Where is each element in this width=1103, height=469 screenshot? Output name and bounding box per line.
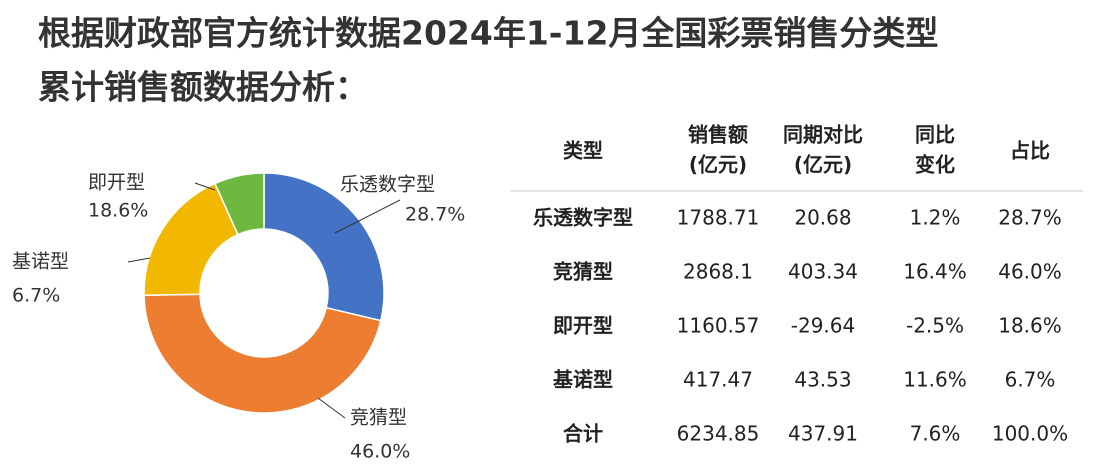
- slice-label: 即开型: [88, 172, 145, 194]
- row-label: 竞猜型: [553, 260, 613, 284]
- table-header: 变化: [915, 153, 955, 177]
- leader-line: [127, 257, 151, 263]
- slice-value-label: 18.6%: [88, 200, 148, 222]
- table-cell: 43.53: [794, 368, 851, 392]
- table-cell: 1.2%: [910, 206, 961, 230]
- table-header: (亿元): [794, 153, 852, 177]
- table-cell: 16.4%: [903, 260, 967, 284]
- slice-value-label: 6.7%: [12, 285, 60, 307]
- table-cell: 28.7%: [998, 206, 1062, 230]
- slice-label: 乐透数字型: [340, 174, 435, 196]
- pie-slice: [263, 172, 385, 322]
- slice-label: 竞猜型: [350, 407, 407, 429]
- table-header: 占比: [1010, 139, 1050, 163]
- row-label: 即开型: [553, 314, 613, 338]
- table-cell: 46.0%: [998, 260, 1062, 284]
- leader-line: [334, 199, 401, 234]
- table-cell: 6.7%: [1005, 368, 1056, 392]
- table-cell: -29.64: [791, 314, 855, 338]
- table-cell: 2868.1: [683, 260, 753, 284]
- pie-slice: [143, 293, 382, 414]
- row-label: 基诺型: [553, 368, 613, 392]
- table-cell: 18.6%: [998, 314, 1062, 338]
- slice-label: 基诺型: [12, 251, 69, 273]
- row-label: 乐透数字型: [533, 206, 633, 230]
- table-header: 销售额: [688, 123, 748, 147]
- table-cell: 100.0%: [992, 422, 1068, 446]
- slice-value-label: 46.0%: [350, 441, 410, 463]
- table-cell: 417.47: [683, 368, 753, 392]
- table-cell: 1160.57: [677, 314, 760, 338]
- table-header: 同期对比: [783, 123, 863, 147]
- table-cell: 7.6%: [910, 422, 961, 446]
- table-cell: -2.5%: [906, 314, 964, 338]
- table-cell: 1788.71: [677, 206, 760, 230]
- slice-value-label: 28.7%: [405, 204, 465, 226]
- table-header: (亿元): [689, 153, 747, 177]
- row-label: 合计: [563, 422, 603, 446]
- leader-line: [317, 397, 346, 419]
- table-cell: 20.68: [794, 206, 851, 230]
- table-cell: 437.91: [788, 422, 858, 446]
- table-cell: 403.34: [788, 260, 858, 284]
- table-cell: 6234.85: [677, 422, 760, 446]
- table-header: 同比: [915, 123, 955, 147]
- title-line: 根据财政部官方统计数据2024年1-12月全国彩票销售分类型: [38, 14, 938, 53]
- pie-slice: [213, 172, 265, 236]
- table-header: 类型: [563, 139, 603, 163]
- title-line: 累计销售额数据分析：: [38, 68, 368, 107]
- table-cell: 11.6%: [903, 368, 967, 392]
- leader-line: [194, 182, 216, 191]
